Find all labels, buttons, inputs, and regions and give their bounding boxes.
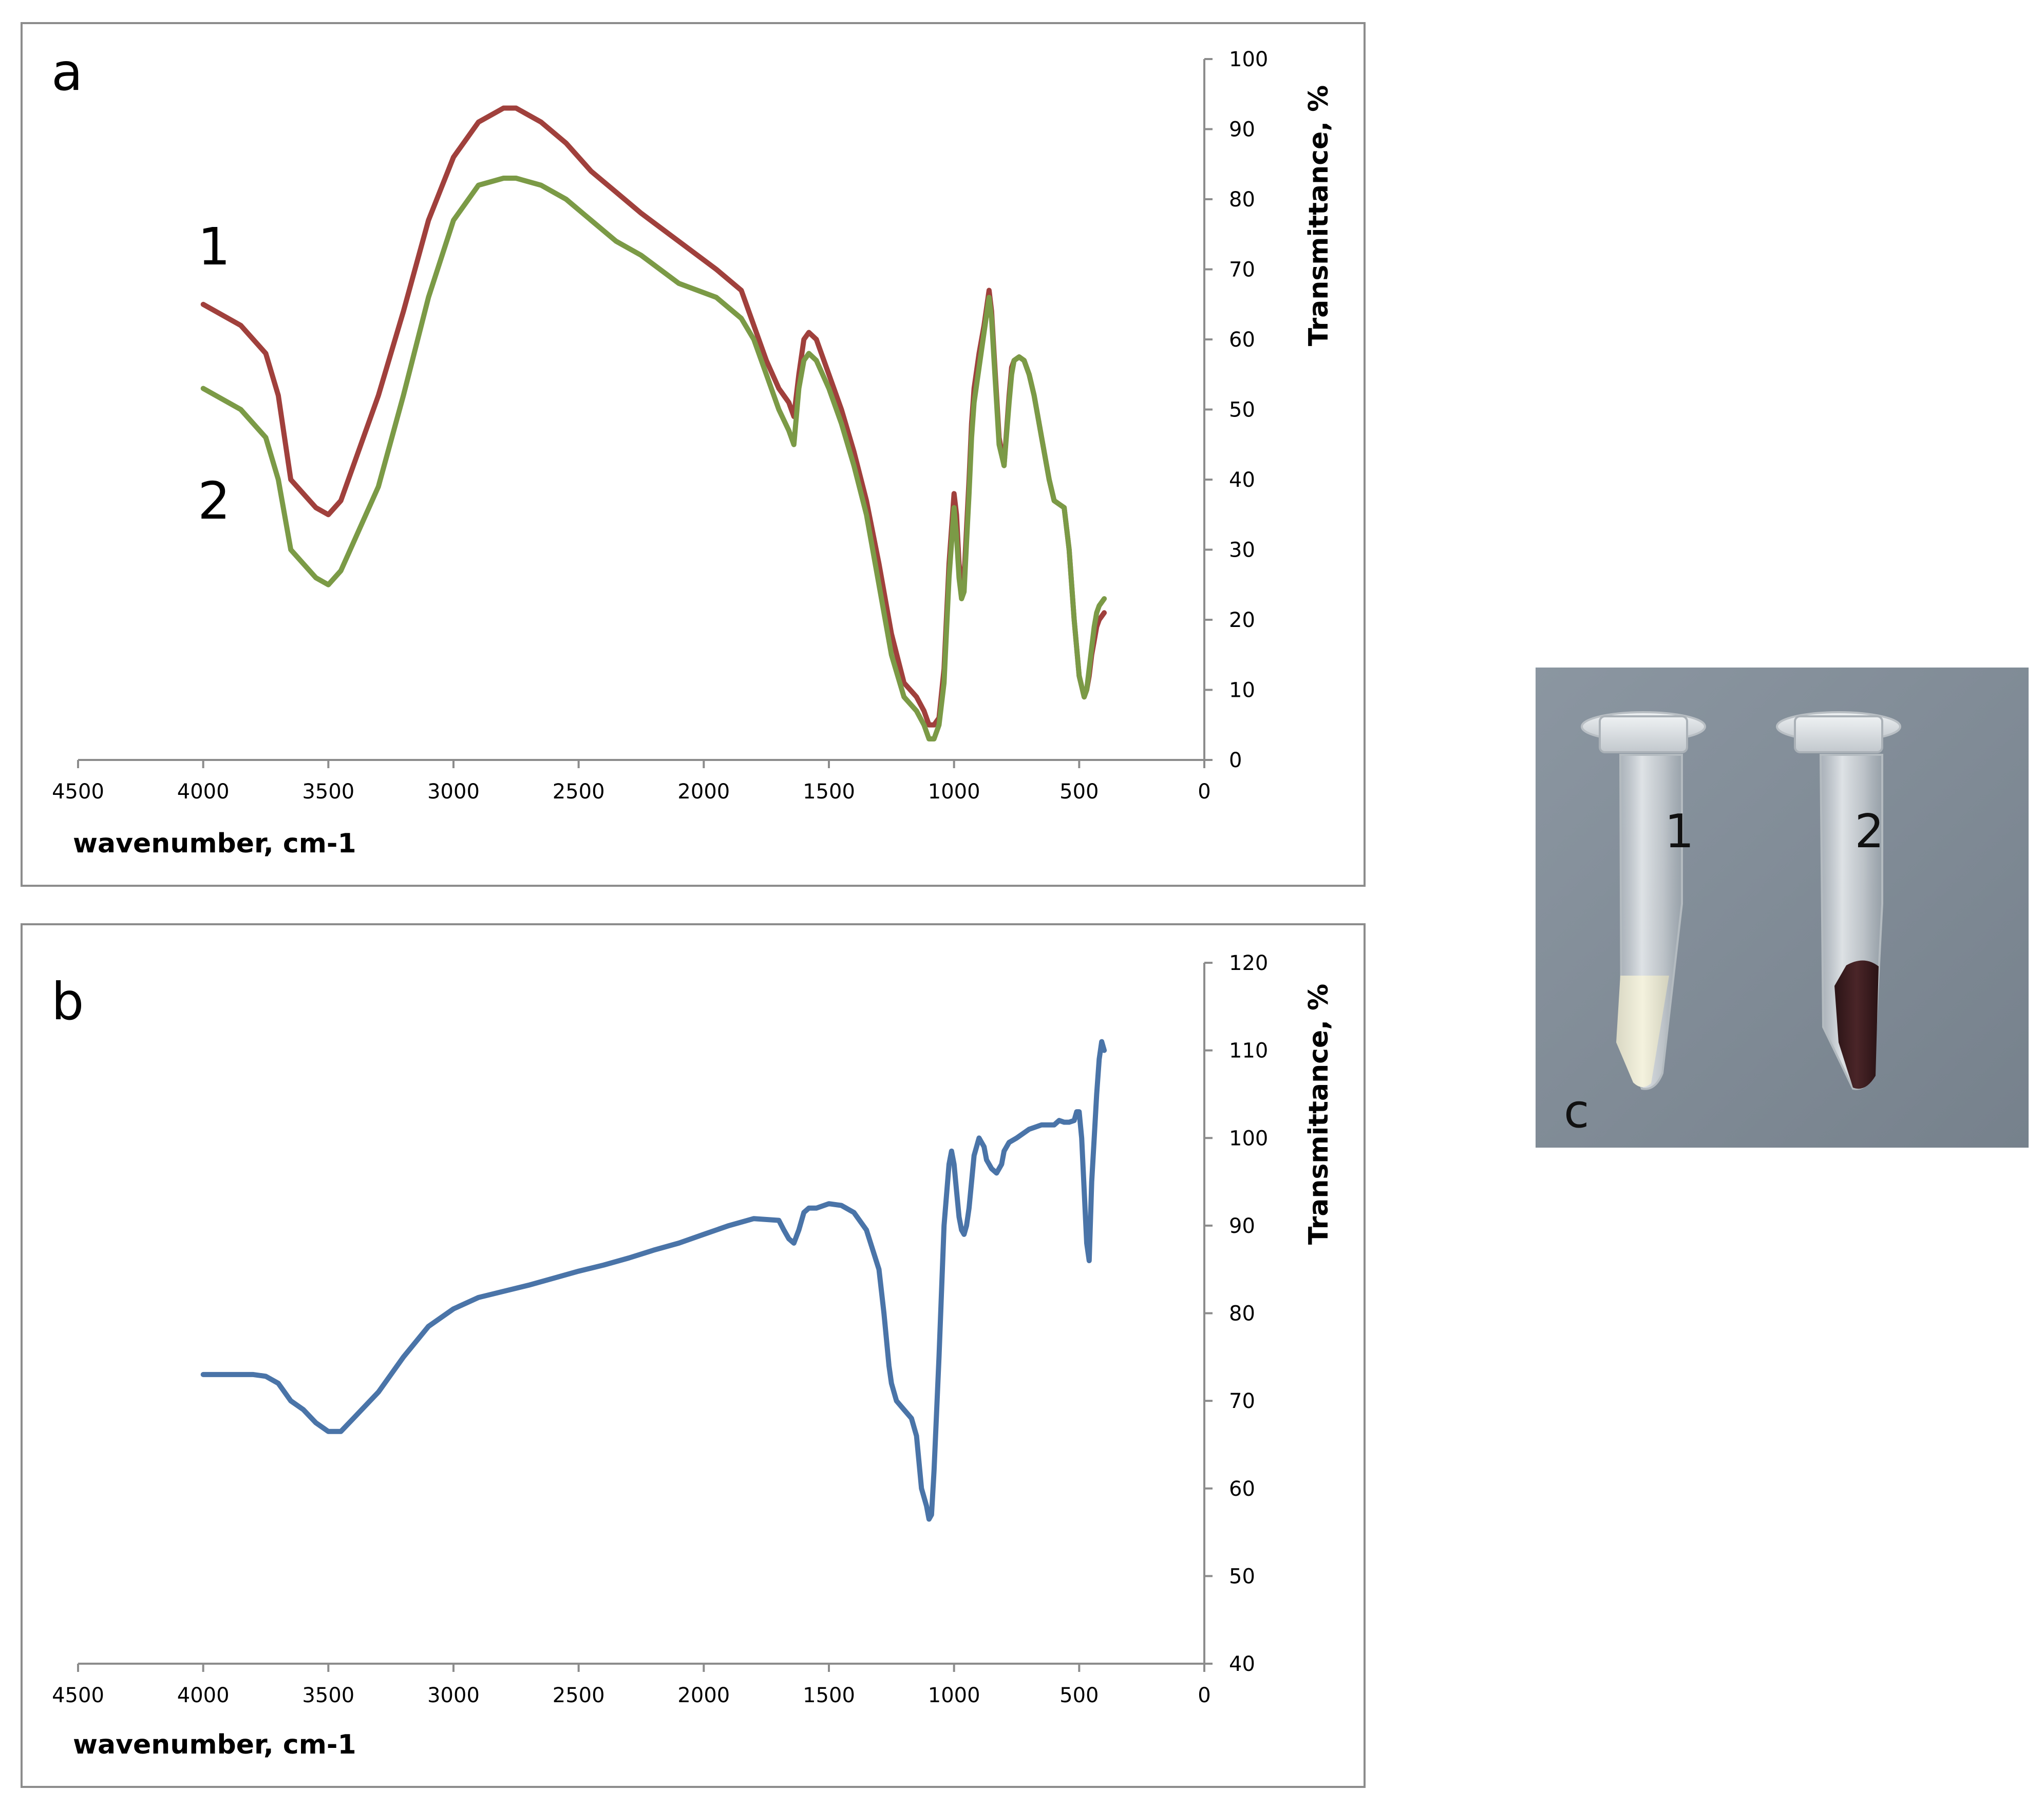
tube-1-content bbox=[1616, 976, 1669, 1088]
panel-b-x-tick-label: 1000 bbox=[928, 1684, 980, 1707]
panel-a-x-tick-label: 1500 bbox=[803, 780, 855, 804]
panel-a-x-tick-label: 2500 bbox=[553, 780, 605, 804]
panel-a-y-tick-label: 30 bbox=[1229, 539, 1255, 562]
panel-b-x-tick-label: 500 bbox=[1059, 1684, 1099, 1707]
panel-b-label: b bbox=[51, 972, 84, 1032]
panel-b-y-tick-label: 90 bbox=[1229, 1214, 1255, 1238]
panel-c-label: c bbox=[1564, 1084, 1589, 1138]
panel-b-y-tick-label: 60 bbox=[1229, 1477, 1255, 1501]
tube-1-cap bbox=[1599, 715, 1688, 753]
panel-a-y-tick-label: 80 bbox=[1229, 188, 1255, 212]
panel-b-y-tick-label: 120 bbox=[1229, 951, 1268, 975]
panel-a-y-tick-label: 100 bbox=[1229, 48, 1268, 71]
photo-panel-c: 1 2 c bbox=[1536, 668, 2029, 1148]
panel-a-y-tick-label: 20 bbox=[1229, 608, 1255, 632]
panel-a-x-tick-label: 4000 bbox=[177, 780, 230, 804]
panel-a-x-tick-label: 500 bbox=[1059, 780, 1099, 804]
panel-a-y-tick-label: 90 bbox=[1229, 118, 1255, 142]
tube-1-label: 1 bbox=[1664, 805, 1694, 859]
panel-a-series-line-2 bbox=[200, 176, 1107, 741]
panel-b-y-axis-title: Transmittance, % bbox=[1303, 984, 1334, 1245]
tube-1: 1 bbox=[1581, 711, 1706, 1090]
chart-panel-a: a 4500 4000 3500 3000 2500 2000 1500 1000 500 00 1… bbox=[21, 22, 1366, 887]
panel-a-y-tick-label: 0 bbox=[1229, 749, 1242, 772]
panel-a-series-group bbox=[200, 105, 1107, 741]
chart-panel-b: b 4500 4000 3500 3000 2500 2000 1500 1000 500 0 40… bbox=[21, 923, 1366, 1788]
panel-b-x-tick-label: 4500 bbox=[52, 1684, 104, 1707]
panel-b-x-tick-label: 0 bbox=[1198, 1684, 1210, 1707]
panel-b-y-tick-label: 100 bbox=[1229, 1127, 1268, 1150]
tube-2-cap bbox=[1794, 715, 1883, 753]
panel-b-y-tick-label: 80 bbox=[1229, 1302, 1255, 1326]
panel-b-frame bbox=[21, 923, 1366, 1788]
panel-a-x-tick-label: 1000 bbox=[928, 780, 980, 804]
panel-b-axes: 4500 4000 3500 3000 2500 2000 1500 1000 500 0 40 50… bbox=[52, 951, 1268, 1707]
curve-label-2: 2 bbox=[198, 471, 231, 531]
tube-2-content bbox=[1834, 960, 1879, 1089]
panel-a-label: a bbox=[51, 42, 83, 102]
tube-2-label: 2 bbox=[1854, 805, 1884, 859]
panel-b-x-tick-label: 4000 bbox=[177, 1684, 230, 1707]
panel-a-y-tick-label: 10 bbox=[1229, 679, 1255, 702]
panel-a-frame bbox=[21, 22, 1366, 887]
panel-b-x-tick-label: 1500 bbox=[803, 1684, 855, 1707]
panel-b-series-group bbox=[200, 1039, 1107, 1522]
panel-a-y-tick-label: 40 bbox=[1229, 468, 1255, 492]
panel-a-axes: 4500 4000 3500 3000 2500 2000 1500 1000 500 00 10 2… bbox=[52, 48, 1268, 804]
panel-b-y-tick-label: 40 bbox=[1229, 1652, 1255, 1676]
panel-a-x-tick-label: 2000 bbox=[677, 780, 730, 804]
panel-b-x-axis-title: wavenumber, cm-1 bbox=[73, 1729, 356, 1760]
panel-a-y-axis-title: Transmittance, % bbox=[1303, 85, 1334, 346]
panel-a-x-tick-label: 0 bbox=[1198, 780, 1210, 804]
panel-b-series-line-1 bbox=[200, 1039, 1107, 1522]
panel-a-x-tick-label: 3500 bbox=[302, 780, 354, 804]
panel-b-y-tick-label: 110 bbox=[1229, 1039, 1268, 1063]
panel-a-x-axis-title: wavenumber, cm-1 bbox=[73, 828, 356, 859]
panel-b-x-tick-label: 2000 bbox=[677, 1684, 730, 1707]
panel-b-x-tick-label: 2500 bbox=[553, 1684, 605, 1707]
panel-b-x-tick-label: 3000 bbox=[427, 1684, 480, 1707]
panel-a-y-tick-label: 70 bbox=[1229, 258, 1255, 282]
panel-a-x-tick-label: 4500 bbox=[52, 780, 104, 804]
panel-b-y-tick-label: 50 bbox=[1229, 1565, 1255, 1588]
panel-a-x-tick-label: 3000 bbox=[427, 780, 480, 804]
curve-label-1: 1 bbox=[198, 217, 231, 277]
panel-b-x-tick-label: 3500 bbox=[302, 1684, 354, 1707]
panel-a-y-tick-label: 60 bbox=[1229, 328, 1255, 352]
panel-a-y-tick-label: 50 bbox=[1229, 398, 1255, 422]
tube-2: 2 bbox=[1776, 711, 1901, 1090]
panel-b-y-tick-label: 70 bbox=[1229, 1389, 1255, 1413]
